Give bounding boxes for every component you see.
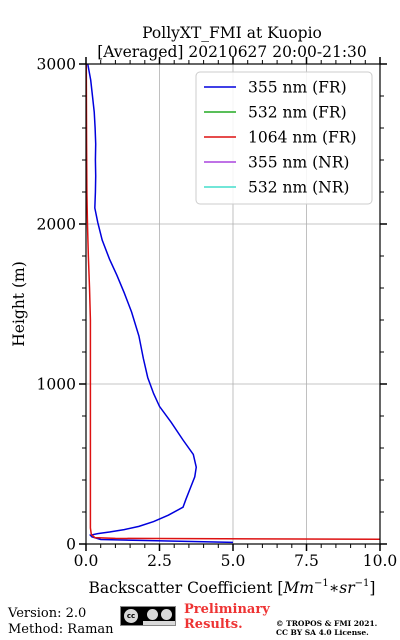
x-tick-label: 2.5 bbox=[147, 552, 172, 570]
x-ticks: 0.0 2.5 5.0 7.5 10.0 bbox=[74, 57, 398, 570]
x-tick-label: 10.0 bbox=[363, 552, 398, 570]
legend-label: 532 nm (NR) bbox=[248, 179, 349, 197]
y-tick-label: 0 bbox=[66, 536, 76, 554]
y-tick-label: 1000 bbox=[37, 376, 76, 394]
chart-title: PollyXT_FMI at Kuopio bbox=[142, 24, 322, 42]
copyright-notice: © TROPOS & FMI 2021. CC BY SA 4.0 Licens… bbox=[276, 619, 377, 637]
legend-label: 355 nm (NR) bbox=[248, 154, 349, 172]
version-text: Version: 2.0 bbox=[8, 606, 87, 621]
y-tick-label: 3000 bbox=[37, 56, 76, 74]
copyright-line-2: CC BY SA 4.0 License. bbox=[276, 628, 369, 637]
x-tick-label: 7.5 bbox=[294, 552, 319, 570]
x-tick-label: 0.0 bbox=[74, 552, 99, 570]
series-line bbox=[87, 64, 234, 544]
series-layer bbox=[86, 64, 380, 544]
preliminary-line-2: Results. bbox=[184, 617, 243, 632]
copyright-line-1: © TROPOS & FMI 2021. bbox=[276, 619, 378, 628]
y-tick-label: 2000 bbox=[37, 216, 76, 234]
sa-icon bbox=[161, 609, 172, 620]
badge-strip bbox=[143, 621, 175, 625]
legend-box bbox=[195, 71, 373, 205]
legend-label: 355 nm (FR) bbox=[248, 79, 347, 97]
y-axis-label: Height (m) bbox=[10, 261, 28, 347]
cc-icon: cc bbox=[123, 608, 139, 624]
legend-label: 1064 nm (FR) bbox=[248, 129, 357, 147]
chart-subtitle: [Averaged] 20210627 20:00-21:30 bbox=[97, 43, 367, 61]
minor-ticks bbox=[82, 60, 384, 548]
by-icon bbox=[147, 609, 158, 620]
legend-label: 532 nm (FR) bbox=[248, 104, 347, 122]
method-text: Method: Raman bbox=[8, 622, 114, 637]
x-axis-label: Backscatter Coefficient [Mm−1∗sr−1] bbox=[89, 578, 376, 597]
x-tick-label: 5.0 bbox=[221, 552, 246, 570]
preliminary-line-1: Preliminary bbox=[184, 602, 270, 617]
y-ticks: 0 1000 2000 3000 bbox=[37, 56, 387, 554]
series-line bbox=[86, 64, 380, 540]
legend: 355 nm (FR) 532 nm (FR) 1064 nm (FR) 355 nm… bbox=[195, 71, 373, 205]
cc-license-badge: cc bbox=[120, 606, 176, 626]
preliminary-notice: Preliminary Results. bbox=[184, 602, 270, 632]
